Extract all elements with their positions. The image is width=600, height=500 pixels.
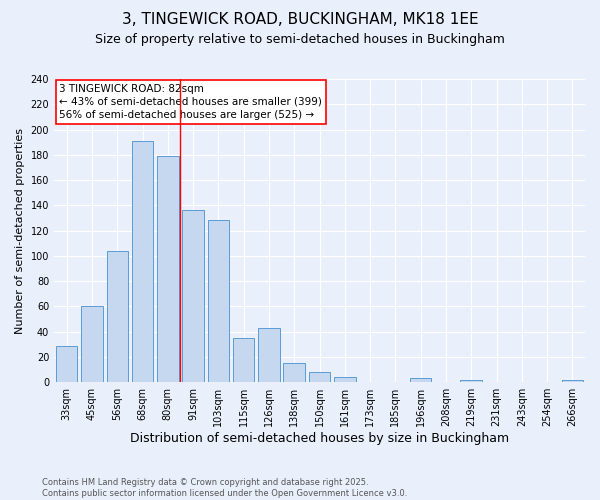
Bar bbox=[309, 372, 330, 382]
Bar bbox=[182, 210, 204, 382]
Bar bbox=[208, 220, 229, 382]
Text: Size of property relative to semi-detached houses in Buckingham: Size of property relative to semi-detach… bbox=[95, 34, 505, 46]
Bar bbox=[157, 156, 179, 382]
Bar bbox=[460, 380, 482, 382]
Bar bbox=[81, 306, 103, 382]
Y-axis label: Number of semi-detached properties: Number of semi-detached properties bbox=[15, 128, 25, 334]
Bar bbox=[233, 338, 254, 382]
Bar bbox=[562, 380, 583, 382]
Text: Contains HM Land Registry data © Crown copyright and database right 2025.
Contai: Contains HM Land Registry data © Crown c… bbox=[42, 478, 407, 498]
Text: 3, TINGEWICK ROAD, BUCKINGHAM, MK18 1EE: 3, TINGEWICK ROAD, BUCKINGHAM, MK18 1EE bbox=[122, 12, 478, 28]
Bar bbox=[132, 141, 153, 382]
Bar bbox=[258, 328, 280, 382]
Bar bbox=[107, 251, 128, 382]
Bar bbox=[56, 346, 77, 382]
Text: 3 TINGEWICK ROAD: 82sqm
← 43% of semi-detached houses are smaller (399)
56% of s: 3 TINGEWICK ROAD: 82sqm ← 43% of semi-de… bbox=[59, 84, 322, 120]
Bar bbox=[410, 378, 431, 382]
X-axis label: Distribution of semi-detached houses by size in Buckingham: Distribution of semi-detached houses by … bbox=[130, 432, 509, 445]
Bar bbox=[283, 364, 305, 382]
Bar bbox=[334, 377, 356, 382]
